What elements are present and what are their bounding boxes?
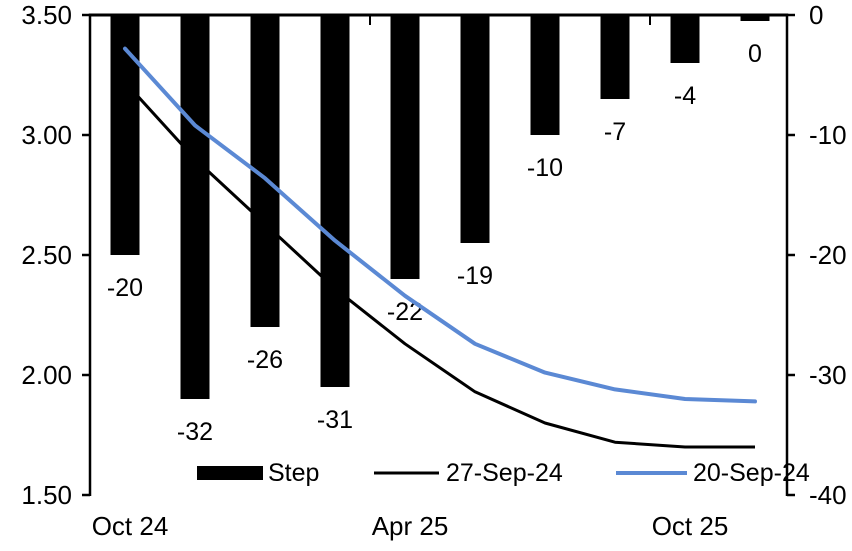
bar-step-0 [740,15,770,21]
bar-value-label: -31 [317,406,353,434]
x-axis-label: Apr 25 [372,511,449,541]
legend-label: 27-Sep-24 [446,459,563,487]
bar-step--19 [460,15,490,243]
bar-value-label: -19 [457,262,493,290]
left-axis-label: 2.00 [21,360,72,390]
bar-value-label: -20 [107,274,143,302]
bar-step--20 [110,15,140,255]
x-axis-label: Oct 25 [652,511,729,541]
bar-step--7 [600,15,630,99]
right-axis-label: -40 [809,480,847,510]
bar-value-label: -4 [674,82,696,110]
line-series-20-Sep-24 [123,46,757,404]
bar-step--10 [530,15,560,135]
left-axis-label: 2.50 [21,240,72,270]
bar-step--31 [320,15,350,387]
right-axis-label: -20 [809,240,847,270]
legend-label: Step [268,459,319,487]
left-axis-label: 3.00 [21,120,72,150]
bar-value-label: -7 [604,118,626,146]
left-axis-label: 1.50 [21,480,72,510]
x-axis-label: Oct 24 [92,511,169,541]
bar-step--22 [390,15,420,279]
legend-label: 20-Sep-24 [693,459,810,487]
bar-value-label: -26 [247,346,283,374]
right-axis-label: 0 [809,0,823,30]
left-axis-label: 3.50 [21,0,72,30]
bar-step--4 [670,15,700,63]
line-series-27-Sep-24 [123,81,755,449]
bar-value-label: -32 [177,418,213,446]
legend-swatch-bar [197,466,263,480]
bar-value-label: -10 [527,154,563,182]
right-axis-label: -30 [809,360,847,390]
right-axis-label: -10 [809,120,847,150]
bar-value-label: 0 [748,40,762,68]
bar-step--32 [180,15,210,399]
